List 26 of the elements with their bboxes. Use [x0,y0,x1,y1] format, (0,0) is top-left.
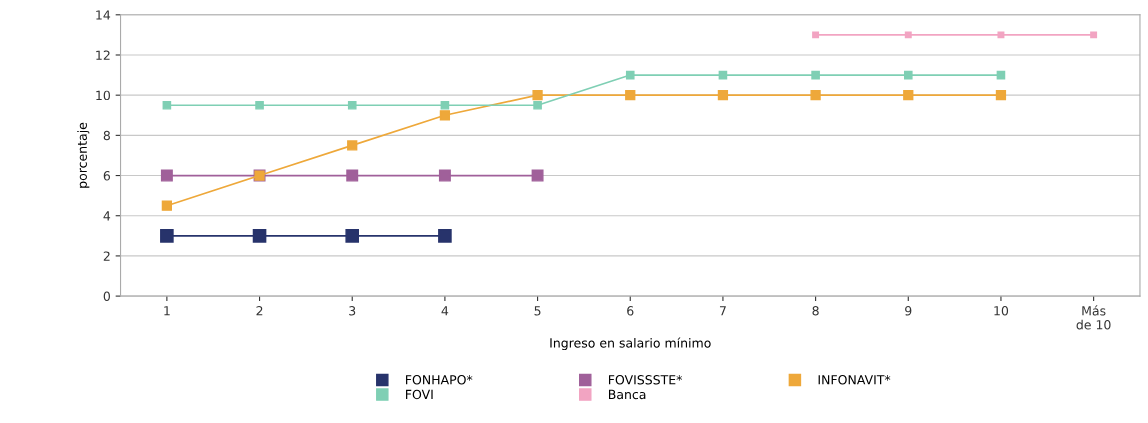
x-tick-label: 5 [534,306,541,316]
x-tick-label: 2 [256,306,263,316]
y-tick-label: 8 [103,130,110,141]
y-tick-label: 10 [96,90,110,101]
x-tick-label: 9 [905,306,912,316]
x-tick-label: 4 [441,306,449,316]
y-tick-label: 4 [103,211,111,221]
legend-label: FOVI [406,389,433,400]
x-axis-title: Ingreso en salario mínimo [550,337,711,351]
x-tick-label: Más de 10 [1076,305,1111,330]
legend-label: INFONAVIT* [818,375,891,385]
y-tick-label: 2 [103,251,110,261]
x-tick-label: 3 [349,306,356,316]
legend-label: FONHAPO* [406,375,473,385]
x-tick-label: 1 [164,306,170,316]
y-tick-label: 6 [103,171,111,181]
x-tick-label: 8 [812,306,819,316]
y-axis-title: porcentaje [77,122,90,188]
y-tick-label: 14 [96,10,111,20]
x-tick-label: 6 [627,306,634,316]
y-tick-label: 0 [103,291,110,302]
x-tick-label: 10 [994,306,1009,316]
legend-label: Banca [608,389,646,400]
x-tick-label: 7 [719,306,726,316]
legend-label: FOVISSSTE* [608,375,683,385]
y-tick-label: 12 [96,50,110,60]
